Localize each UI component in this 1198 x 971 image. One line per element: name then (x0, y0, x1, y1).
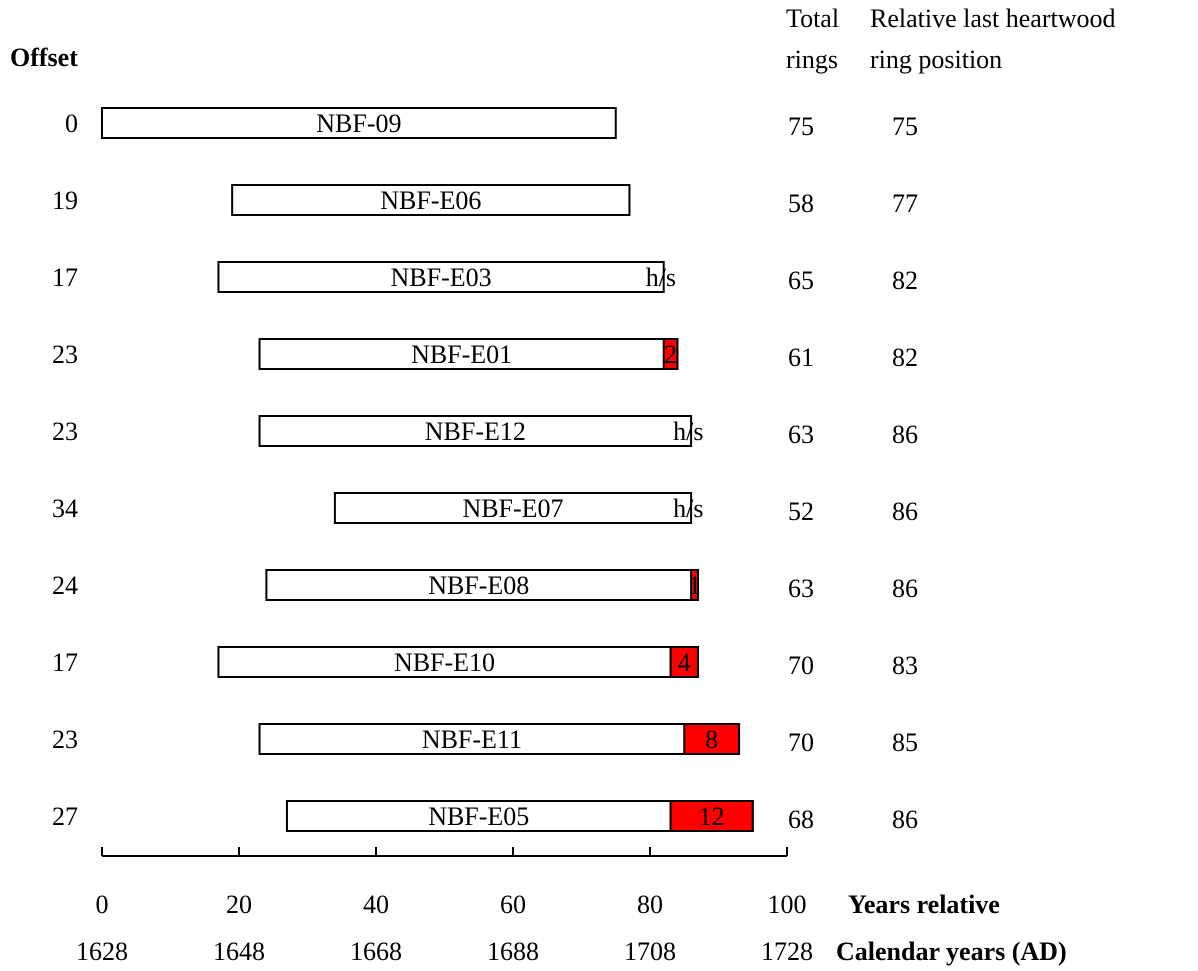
sample-row: h/s NBF-E03 17 65 82 (52, 261, 918, 295)
hs-marker: h/s (646, 263, 676, 292)
total-rings-value: 70 (788, 651, 814, 680)
relative-tick-label: 40 (363, 890, 389, 919)
calendar-tick-label: 1668 (350, 937, 402, 966)
hs-marker: h/s (673, 417, 703, 446)
sample-row: h/s NBF-E07 34 52 86 (52, 492, 918, 526)
sample-row: 4 NBF-E10 17 70 83 (52, 646, 918, 680)
sample-name: NBF-E05 (428, 802, 529, 831)
sample-name: NBF-E07 (462, 494, 563, 523)
calendar-axis-label: Calendar years (AD) (836, 937, 1067, 966)
sample-row: NBF-09 0 75 75 (65, 107, 918, 141)
sample-name: NBF-E12 (425, 417, 526, 446)
calendar-tick-label: 1628 (76, 937, 128, 966)
total-rings-value: 68 (788, 805, 814, 834)
sapwood-count-label: 12 (699, 802, 725, 831)
sapwood-bar (683, 723, 741, 755)
relative-tick-label: 20 (226, 890, 252, 919)
sample-row: 8 NBF-E11 23 70 85 (52, 723, 918, 757)
total-rings-value: 63 (788, 574, 814, 603)
total-rings-value: 65 (788, 266, 814, 295)
offset-value: 19 (52, 186, 78, 215)
heartwood-bar (258, 723, 741, 755)
total-rings-header-line2: rings (786, 45, 838, 74)
relative-tick-label: 100 (768, 890, 807, 919)
total-rings-header-line1: Total (786, 4, 839, 33)
hs-marker: h/s (673, 494, 703, 523)
sample-name: NBF-E06 (380, 186, 481, 215)
last-heartwood-value: 75 (892, 112, 918, 141)
offset-value: 17 (52, 648, 78, 677)
x-axis: 0 1628 20 1648 40 1668 60 1688 80 1708 100 1728 (76, 847, 813, 966)
total-rings-value: 75 (788, 112, 814, 141)
sample-name: NBF-E08 (428, 571, 529, 600)
last-heartwood-value: 83 (892, 651, 918, 680)
offset-header: Offset (10, 43, 78, 72)
relative-tick-label: 80 (637, 890, 663, 919)
offset-value: 23 (52, 725, 78, 754)
sapwood-count-label: 8 (705, 725, 718, 754)
calendar-tick-label: 1728 (761, 937, 813, 966)
sample-name: NBF-E10 (394, 648, 495, 677)
relative-axis-label: Years relative (848, 890, 1000, 919)
relative-tick-label: 0 (96, 890, 109, 919)
offset-value: 24 (52, 571, 78, 600)
sample-name: NBF-E03 (391, 263, 492, 292)
last-heartwood-value: 86 (892, 497, 918, 526)
offset-value: 23 (52, 417, 78, 446)
offset-value: 27 (52, 802, 78, 831)
sapwood-count-label: 1 (688, 571, 701, 600)
last-heartwood-value: 86 (892, 420, 918, 449)
sapwood-count-label: 4 (678, 648, 691, 677)
sample-row: h/s NBF-E12 23 63 86 (52, 415, 918, 449)
heartwood-bar (333, 492, 693, 524)
heartwood-bar (231, 184, 631, 216)
sapwood-bar (690, 569, 699, 601)
offset-value: 0 (65, 109, 78, 138)
sapwood-bar (662, 338, 679, 370)
offset-value: 17 (52, 263, 78, 292)
sample-name: NBF-E01 (411, 340, 512, 369)
sample-row: NBF-E06 19 58 77 (52, 184, 918, 218)
total-rings-value: 61 (788, 343, 814, 372)
heartwood-bar (101, 107, 617, 139)
sapwood-bar (669, 800, 754, 832)
heartwood-bar (258, 415, 693, 447)
sample-row: 12 NBF-E05 27 68 86 (52, 800, 918, 834)
last-heartwood-value: 86 (892, 805, 918, 834)
heartwood-bar (217, 646, 699, 678)
last-heartwood-value: 86 (892, 574, 918, 603)
last-heartwood-value: 77 (892, 189, 918, 218)
heartwood-header-line2: ring position (870, 45, 1002, 74)
heartwood-header-line1: Relative last heartwood (870, 4, 1115, 33)
offset-value: 34 (52, 494, 78, 523)
relative-tick-label: 60 (500, 890, 526, 919)
sapwood-count-label: 2 (664, 340, 677, 369)
sample-name: NBF-E11 (422, 725, 522, 754)
calendar-tick-label: 1688 (487, 937, 539, 966)
sample-name: NBF-09 (316, 109, 401, 138)
sample-row: 2 NBF-E01 23 61 82 (52, 338, 918, 372)
total-rings-value: 70 (788, 728, 814, 757)
calendar-tick-label: 1708 (624, 937, 676, 966)
total-rings-value: 52 (788, 497, 814, 526)
sample-row: 1 NBF-E08 24 63 86 (52, 569, 918, 603)
total-rings-value: 58 (788, 189, 814, 218)
sapwood-bar (669, 646, 699, 678)
total-rings-value: 63 (788, 420, 814, 449)
calendar-tick-label: 1648 (213, 937, 265, 966)
last-heartwood-value: 82 (892, 343, 918, 372)
offset-value: 23 (52, 340, 78, 369)
last-heartwood-value: 82 (892, 266, 918, 295)
last-heartwood-value: 85 (892, 728, 918, 757)
heartwood-bar (217, 261, 665, 293)
